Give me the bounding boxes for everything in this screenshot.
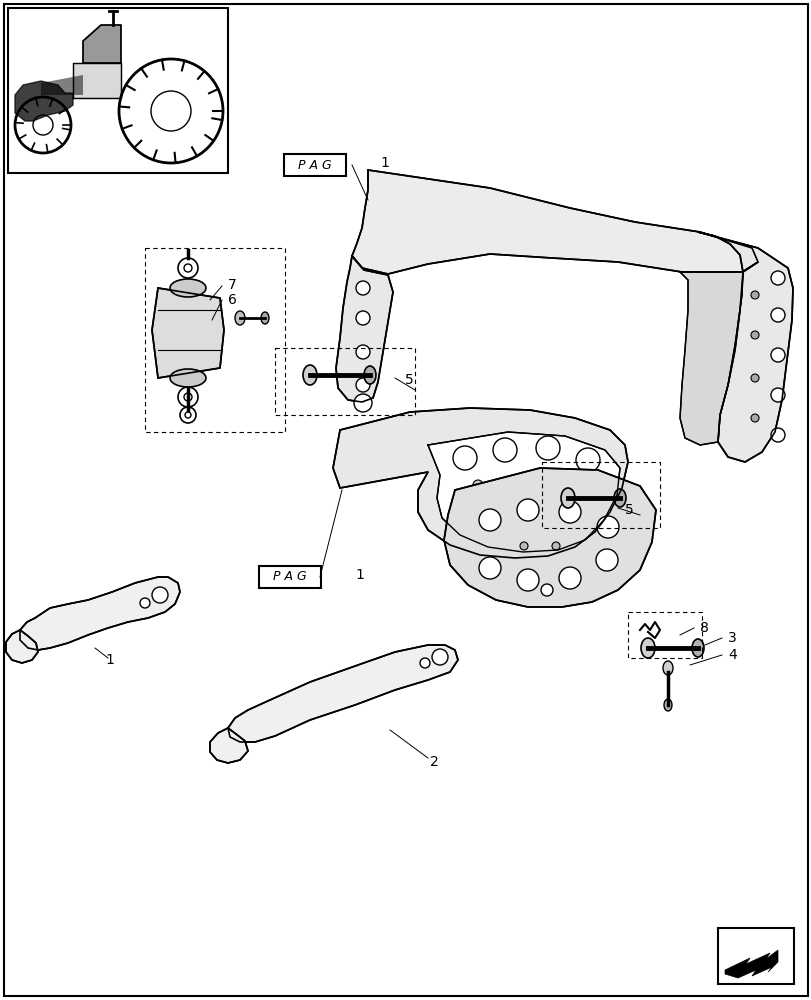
Polygon shape [83, 25, 121, 63]
Circle shape [139, 598, 150, 608]
Polygon shape [697, 232, 792, 462]
Polygon shape [724, 950, 777, 978]
Circle shape [180, 407, 195, 423]
Circle shape [184, 393, 191, 401]
Circle shape [355, 311, 370, 325]
Circle shape [770, 348, 784, 362]
Polygon shape [73, 63, 121, 98]
Circle shape [532, 473, 543, 483]
Ellipse shape [691, 639, 703, 657]
Circle shape [551, 542, 560, 550]
Text: 5: 5 [405, 373, 414, 387]
Text: 6: 6 [228, 293, 237, 307]
Text: P A G: P A G [298, 159, 332, 172]
Circle shape [770, 308, 784, 322]
Ellipse shape [640, 638, 654, 658]
Bar [717, 928, 793, 984]
Circle shape [184, 264, 191, 272]
Circle shape [478, 557, 500, 579]
Polygon shape [333, 408, 627, 558]
Text: 2: 2 [430, 755, 438, 769]
Ellipse shape [169, 369, 206, 387]
Bar [259, 566, 320, 588]
Circle shape [185, 412, 191, 418]
Circle shape [478, 509, 500, 531]
Circle shape [517, 499, 539, 521]
Circle shape [431, 649, 448, 665]
Text: 3: 3 [727, 631, 736, 645]
Circle shape [152, 587, 168, 603]
Circle shape [750, 331, 758, 339]
Circle shape [355, 281, 370, 295]
Circle shape [453, 508, 476, 532]
Circle shape [178, 387, 198, 407]
Text: 5: 5 [624, 503, 633, 517]
Polygon shape [228, 645, 457, 742]
Polygon shape [152, 288, 224, 378]
Circle shape [419, 658, 430, 668]
Circle shape [355, 345, 370, 359]
Ellipse shape [560, 488, 574, 508]
Circle shape [554, 525, 564, 535]
Circle shape [535, 523, 560, 547]
Ellipse shape [663, 661, 672, 675]
Circle shape [596, 516, 618, 538]
Text: 1: 1 [380, 156, 388, 170]
Bar [284, 154, 345, 176]
Circle shape [575, 506, 599, 530]
Circle shape [355, 378, 370, 392]
Circle shape [770, 388, 784, 402]
Circle shape [535, 436, 560, 460]
Circle shape [770, 428, 784, 442]
Polygon shape [444, 468, 655, 607]
Circle shape [492, 523, 517, 547]
Circle shape [770, 271, 784, 285]
Polygon shape [679, 262, 757, 445]
Circle shape [517, 569, 539, 591]
Circle shape [750, 291, 758, 299]
Polygon shape [15, 81, 73, 121]
Circle shape [473, 480, 483, 490]
Ellipse shape [260, 312, 268, 324]
Ellipse shape [663, 699, 672, 711]
Bar [8, 8, 228, 173]
Text: 7: 7 [228, 278, 237, 292]
Circle shape [519, 542, 527, 550]
Ellipse shape [613, 489, 625, 507]
Text: P A G: P A G [272, 570, 307, 584]
Circle shape [595, 549, 617, 571]
Polygon shape [6, 630, 38, 663]
Text: 1: 1 [105, 653, 114, 667]
Ellipse shape [303, 365, 316, 385]
Circle shape [453, 446, 476, 470]
Circle shape [750, 414, 758, 422]
Circle shape [540, 584, 552, 596]
Polygon shape [351, 170, 757, 274]
Circle shape [354, 394, 371, 412]
Ellipse shape [169, 279, 206, 297]
Polygon shape [336, 256, 393, 402]
Polygon shape [41, 75, 83, 95]
Text: 8: 8 [699, 621, 708, 635]
Text: 1: 1 [354, 568, 363, 582]
Circle shape [492, 438, 517, 462]
Ellipse shape [363, 366, 375, 384]
Circle shape [558, 567, 581, 589]
Circle shape [575, 448, 599, 472]
Polygon shape [210, 728, 247, 763]
Text: 4: 4 [727, 648, 736, 662]
Polygon shape [427, 432, 620, 552]
Circle shape [178, 258, 198, 278]
Polygon shape [20, 577, 180, 650]
Ellipse shape [234, 311, 245, 325]
Circle shape [750, 374, 758, 382]
Circle shape [587, 481, 597, 491]
Circle shape [558, 501, 581, 523]
